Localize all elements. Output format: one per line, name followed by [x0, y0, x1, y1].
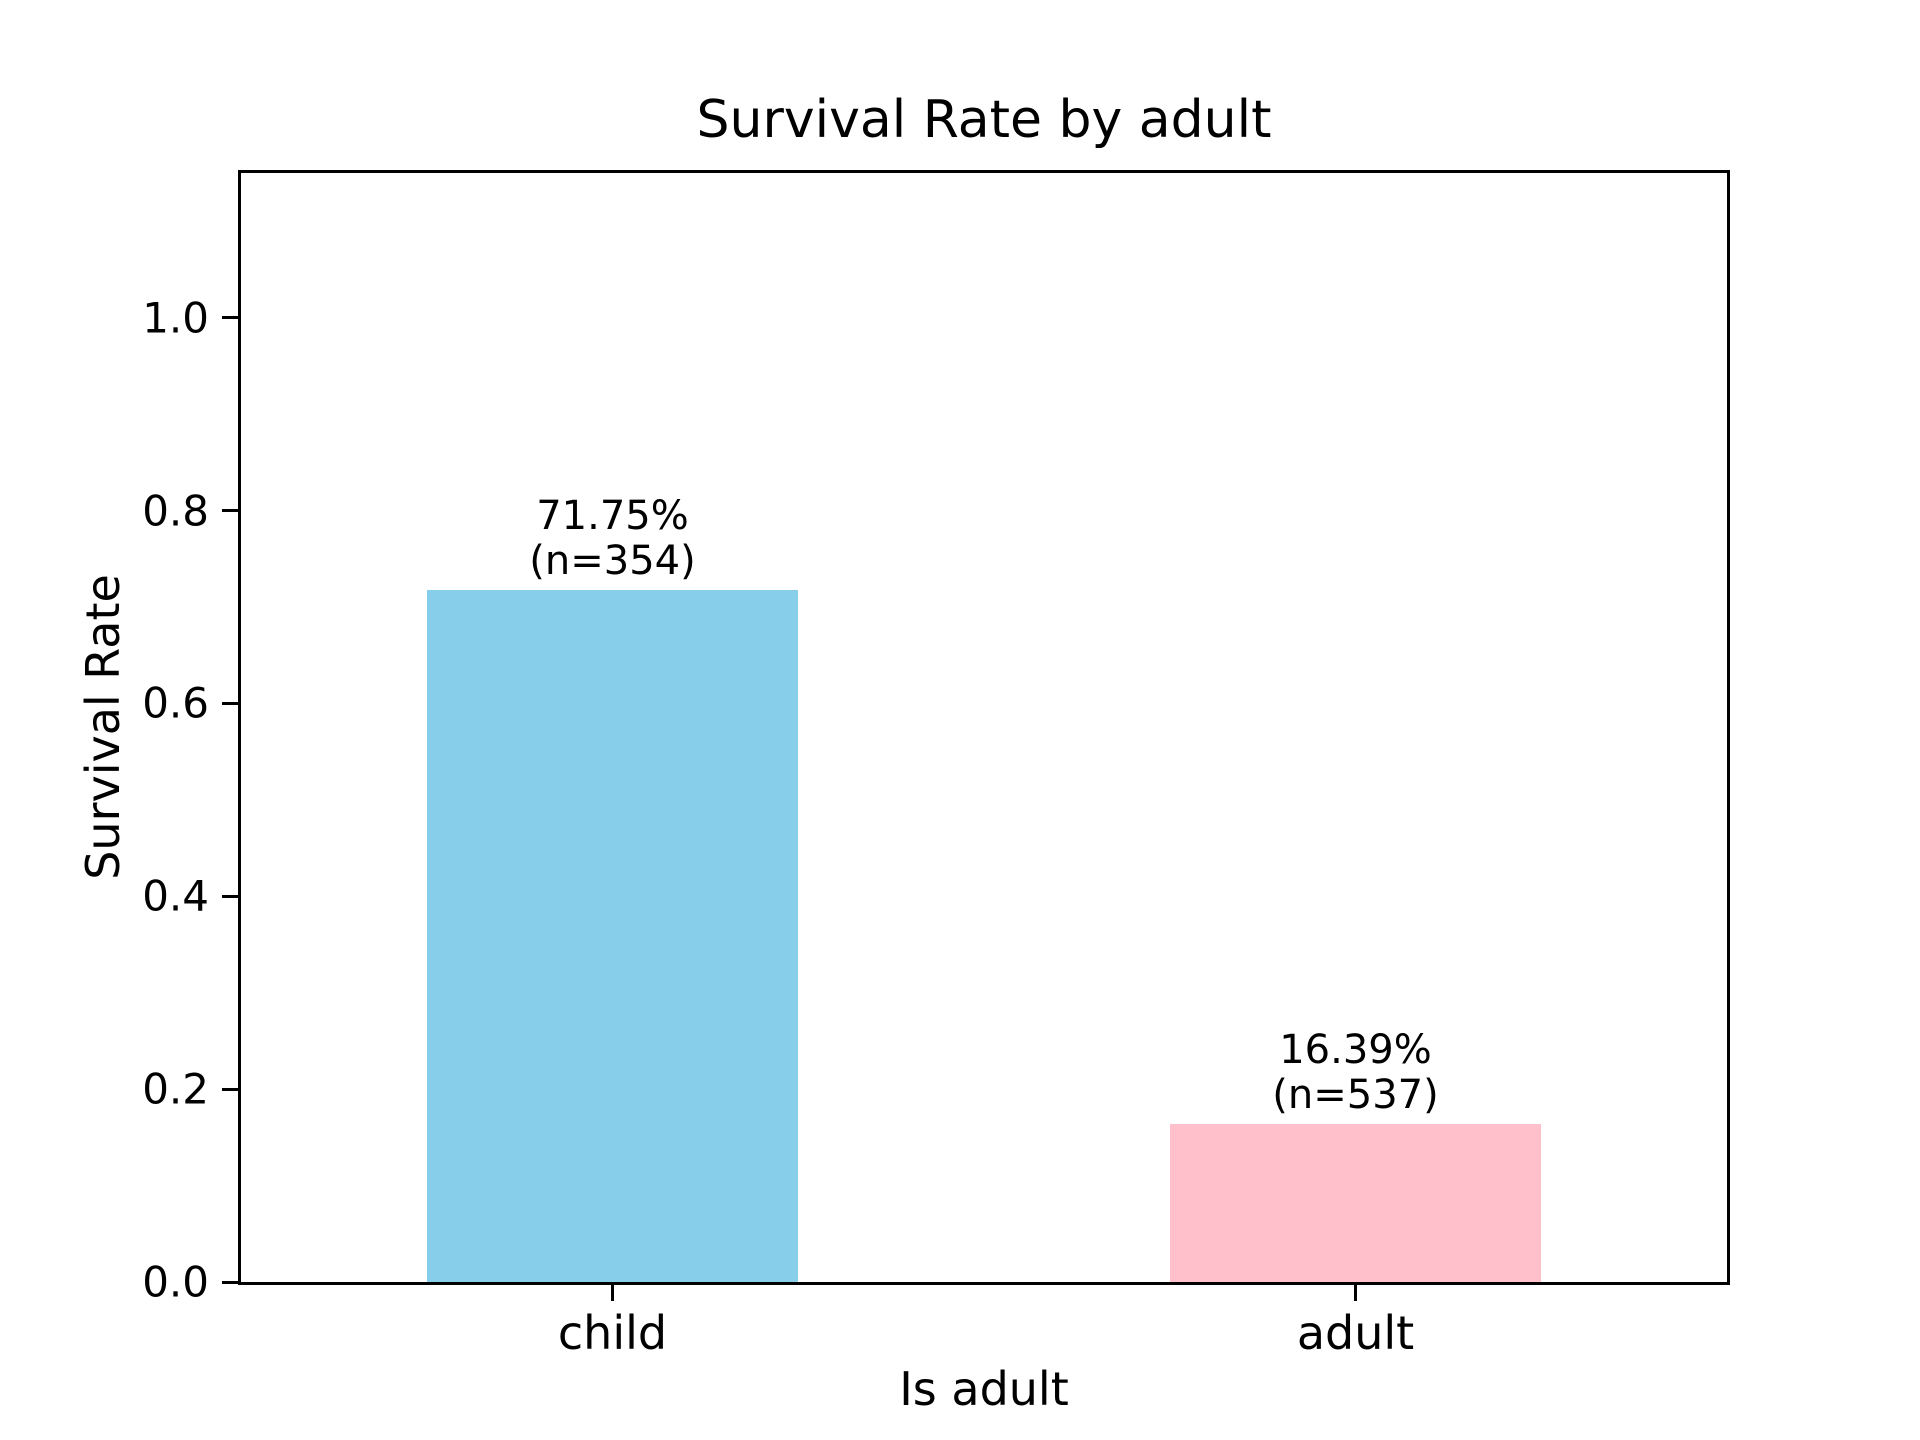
bar-count-label: (n=354) [529, 538, 696, 585]
bar-child [426, 590, 799, 1282]
x-tick-label-adult: adult [1296, 1306, 1415, 1360]
y-tick-label: 0.6 [142, 678, 209, 728]
y-tick-label: 1.0 [142, 293, 209, 343]
y-tick-mark [222, 1087, 238, 1091]
bar-percent-label: 16.39% [1279, 1026, 1432, 1073]
chart-title: Survival Rate by adult [696, 90, 1272, 150]
bar-count-label: (n=537) [1272, 1071, 1439, 1118]
y-tick-mark [222, 316, 238, 320]
x-tick-mark [1354, 1285, 1357, 1301]
y-tick-label: 0.0 [142, 1257, 209, 1307]
y-tick-label: 0.4 [142, 871, 209, 921]
y-tick-label: 0.2 [142, 1064, 209, 1114]
x-axis-label: Is adult [899, 1362, 1069, 1416]
bar-annotation-child: 71.75% (n=354) [529, 494, 695, 584]
bar-annotation-adult: 16.39% (n=537) [1272, 1026, 1439, 1118]
y-tick-mark [222, 1280, 238, 1284]
x-tick-mark [611, 1285, 614, 1301]
bar-adult [1169, 1123, 1542, 1282]
bar-percent-label: 71.75% [536, 493, 689, 540]
y-tick-mark [222, 509, 238, 513]
plot-area: 0.0 0.2 0.4 0.6 0.8 1.0 71.75% (n=354) child 16.3… [142, 170, 1730, 1360]
y-tick-label: 0.8 [142, 486, 209, 536]
y-tick-mark [222, 894, 238, 898]
y-tick-mark [222, 701, 238, 705]
x-tick-label-child: child [557, 1306, 668, 1360]
y-axis-label: Survival Rate [76, 574, 130, 880]
